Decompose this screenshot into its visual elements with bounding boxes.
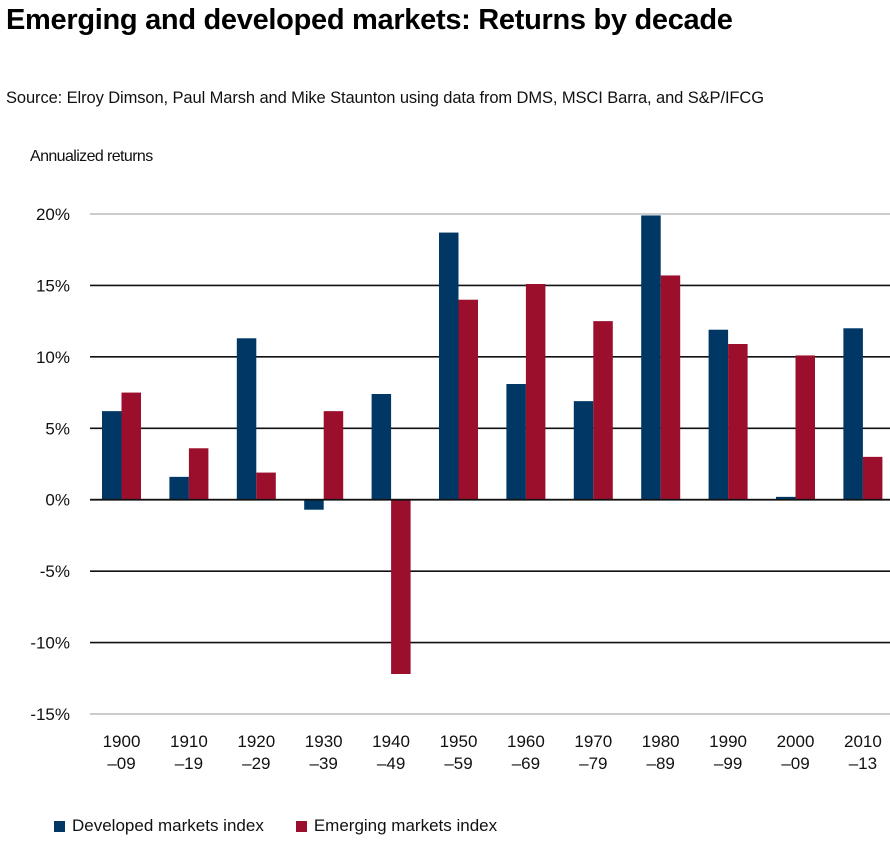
x-tick-label-year: 2000: [777, 732, 815, 751]
legend-item-emerging: Emerging markets index: [295, 816, 498, 836]
x-tick-label-year: 1960: [507, 732, 545, 751]
bar-emerging-1900: [121, 392, 141, 500]
y-tick-label: 5%: [45, 419, 70, 438]
bar-emerging-1970: [593, 321, 613, 500]
bar-emerging-1990: [728, 344, 748, 500]
x-tick-label-year: 1920: [237, 732, 275, 751]
bar-developed-2000: [776, 496, 796, 500]
y-tick-label: -5%: [40, 562, 70, 581]
x-tick-label-year: 1910: [170, 732, 208, 751]
x-tick-label-range: –29: [242, 754, 270, 773]
bar-developed-1980: [641, 215, 661, 500]
bars: [90, 215, 890, 674]
x-axis-ticks: 1900 –09 1910 –19 1920 –29 1930 –39 1940 –49 1950 –…: [103, 732, 882, 773]
y-axis-label: Annualized returns: [30, 148, 153, 165]
bar-emerging-1980: [660, 275, 681, 500]
x-tick-label-range: –69: [512, 754, 540, 773]
x-tick-label-range: –59: [444, 754, 472, 773]
legend: Developed markets index Emerging markets…: [54, 816, 529, 836]
x-tick-label-range: –79: [579, 754, 607, 773]
y-tick-label: -10%: [30, 634, 70, 653]
bar-emerging-2000: [795, 355, 815, 500]
x-tick-label-range: –89: [647, 754, 675, 773]
y-tick-label: 10%: [36, 348, 70, 367]
bar-emerging-1950: [458, 299, 478, 500]
bar-developed-1910: [169, 476, 189, 500]
bar-developed-1900: [102, 411, 122, 500]
gridlines: [90, 213, 890, 715]
bar-developed-1970: [573, 401, 594, 500]
bar-developed-2010: [843, 328, 863, 500]
bar-developed-1990: [708, 329, 729, 500]
bar-developed-1930: [304, 499, 324, 510]
x-tick-label-year: 1980: [642, 732, 680, 751]
x-tick-label-range: –99: [714, 754, 742, 773]
x-tick-label-year: 1990: [709, 732, 747, 751]
x-tick-label-year: 1970: [574, 732, 612, 751]
chart-subtitle: Source: Elroy Dimson, Paul Marsh and Mik…: [6, 89, 764, 107]
legend-label-emerging: Emerging markets index: [313, 816, 498, 835]
y-tick-label: 20%: [36, 205, 70, 224]
x-tick-label-range: –49: [377, 754, 405, 773]
bar-emerging-1930: [323, 411, 344, 500]
bar-chart: 20%15%10%5%0%-5%-10%-15% 1900–091910–191…: [30, 205, 890, 773]
bar-emerging-1920: [256, 472, 276, 500]
x-tick-label-year: 1930: [305, 732, 343, 751]
x-tick-label-year: 1950: [440, 732, 478, 751]
y-tick-label: 15%: [36, 276, 70, 295]
bar-emerging-2010: [862, 456, 883, 500]
x-tick-label-range: –09: [781, 754, 809, 773]
bar-emerging-1910: [188, 448, 209, 500]
x-tick-label-year: 1940: [372, 732, 410, 751]
chart-title: Emerging and developed markets: Returns …: [6, 4, 733, 36]
x-tick-label-range: –39: [310, 754, 338, 773]
bar-developed-1920: [236, 338, 257, 500]
x-tick-label-range: –09: [107, 754, 135, 773]
legend-swatch-emerging: [295, 820, 307, 832]
legend-item-developed: Developed markets index: [54, 816, 264, 836]
y-axis-ticks: 20% 15% 10% 5% 0% -5% -10% -15%: [30, 205, 70, 724]
legend-swatch-developed: [54, 820, 65, 832]
bar-emerging-1960: [525, 284, 546, 500]
x-tick-label-year: 1900: [103, 732, 141, 751]
bar-developed-1960: [506, 384, 526, 500]
x-tick-label-range: –19: [175, 754, 203, 773]
legend-label-developed: Developed markets index: [72, 816, 264, 835]
bar-developed-1940: [371, 394, 392, 500]
x-tick-label-range: –13: [849, 754, 877, 773]
y-tick-label: 0%: [45, 491, 70, 510]
bar-emerging-1940: [391, 499, 411, 674]
y-tick-label: -15%: [30, 705, 70, 724]
bar-developed-1950: [439, 232, 459, 500]
x-tick-label-year: 2010: [844, 732, 882, 751]
